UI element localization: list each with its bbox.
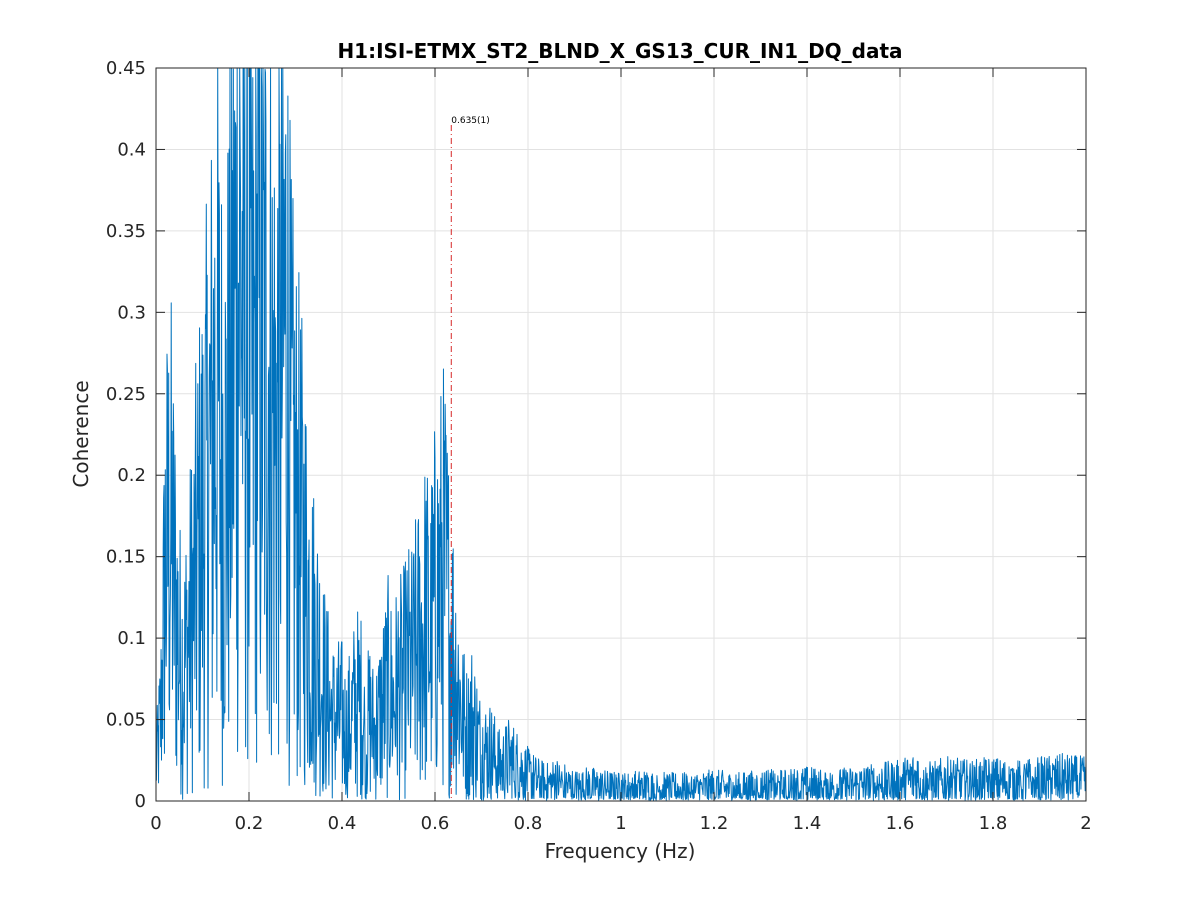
x-tick-label: 1.6	[886, 813, 915, 834]
x-tick-label: 0.2	[235, 813, 264, 834]
y-tick-label: 0.1	[117, 628, 146, 649]
y-tick-label: 0.05	[106, 710, 146, 731]
frequency-marker-label: 0.635(1)	[451, 116, 490, 126]
y-tick-label: 0.4	[117, 139, 146, 160]
x-tick-label: 0.6	[421, 813, 450, 834]
chart-title: H1:ISI-ETMX_ST2_BLND_X_GS13_CUR_IN1_DQ_d…	[337, 39, 902, 63]
x-tick-label: 2	[1080, 813, 1091, 834]
x-tick-label: 1.8	[979, 813, 1008, 834]
y-tick-label: 0	[135, 791, 146, 812]
y-tick-label: 0.3	[117, 302, 146, 323]
y-tick-label: 0.2	[117, 465, 146, 486]
x-tick-label: 1.2	[700, 813, 729, 834]
x-axis-label: Frequency (Hz)	[545, 839, 696, 863]
x-tick-label: 0	[150, 813, 161, 834]
y-tick-label: 0.15	[106, 547, 146, 568]
annotation-layer: 0.635(1)	[450, 116, 490, 801]
x-tick-label: 1.4	[793, 813, 822, 834]
y-axis-label: Coherence	[69, 380, 93, 487]
x-tick-label: 0.8	[514, 813, 543, 834]
axes-box	[155, 67, 1087, 802]
x-tick-label: 0.4	[328, 813, 357, 834]
y-tick-label: 0.35	[106, 221, 146, 242]
tick-labels: 0 0.2 0.4 0.6 0.8 1 1.2 1.4 1.6 1.8 2 0 0.05 0.1 0.15 0…	[106, 58, 1092, 834]
axes-frame	[155, 67, 1087, 802]
y-tick-label: 0.25	[106, 384, 146, 405]
y-tick-label: 0.45	[106, 58, 146, 79]
x-tick-label: 1	[615, 813, 626, 834]
